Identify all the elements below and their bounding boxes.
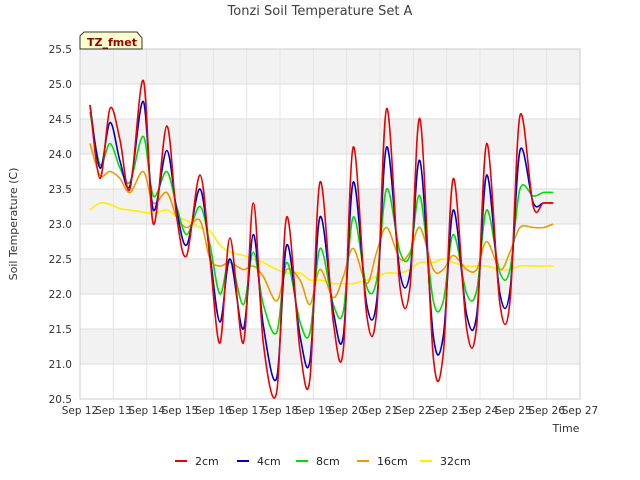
chart-title: Tonzi Soil Temperature Set A — [227, 4, 413, 19]
y-tick-labels: 20.5 21.0 21.5 22.0 22.5 23.0 23.5 24.0 24.5 25.0… — [49, 44, 72, 406]
background-band — [80, 154, 580, 189]
legend-label-16cm: 16cm — [377, 455, 408, 468]
x-tick-label: Sep 15 — [162, 405, 199, 417]
x-tick-label: Sep 17 — [228, 405, 265, 417]
x-tick-label: Sep 14 — [128, 405, 165, 417]
series-lines — [89, 79, 554, 399]
x-tick-label: Sep 13 — [95, 405, 132, 417]
x-tick-label: Sep 27 — [562, 405, 599, 417]
series-line-16cm — [89, 143, 554, 306]
x-tick-label: Sep 19 — [295, 405, 332, 417]
y-tick-label: 23.0 — [49, 219, 72, 231]
x-tick-label: Sep 24 — [462, 405, 499, 417]
annotation-background — [79, 31, 143, 50]
plot-frame — [79, 48, 581, 400]
y-tick-label: 24.5 — [49, 114, 72, 126]
background-band — [80, 224, 580, 259]
x-tick-label: Sep 16 — [195, 405, 232, 417]
series-line-2cm — [89, 79, 554, 399]
background-band — [80, 119, 580, 154]
legend-label-4cm: 4cm — [257, 455, 281, 468]
annotation-label: TZ_fmet — [87, 36, 137, 49]
y-tick-label: 21.5 — [49, 324, 72, 336]
legend-label-2cm: 2cm — [195, 455, 219, 468]
x-tick-label: Sep 25 — [495, 405, 532, 417]
y-tick-label: 25.5 — [49, 44, 72, 56]
background-band — [80, 329, 580, 364]
annotation-box: TZ_fmet — [79, 31, 143, 50]
y-tick-label: 22.5 — [49, 254, 72, 266]
x-tick-label: Sep 26 — [528, 405, 565, 417]
legend-label-8cm: 8cm — [316, 455, 340, 468]
series-line-8cm — [89, 111, 554, 339]
y-tick-label: 23.5 — [49, 184, 72, 196]
legend-label-32cm: 32cm — [440, 455, 471, 468]
x-tick-label: Sep 12 — [62, 405, 99, 417]
background-band — [80, 49, 580, 84]
background-band — [80, 364, 580, 399]
x-axis-label: Time — [552, 422, 580, 435]
series-line-32cm — [89, 201, 554, 285]
y-axis-label: Soil Temperature (C) — [7, 168, 20, 281]
y-tick-label: 25.0 — [49, 79, 72, 91]
x-tick-label: Sep 18 — [262, 405, 299, 417]
x-tick-label: Sep 20 — [328, 405, 365, 417]
y-tick-label: 24.0 — [49, 149, 72, 161]
y-tick-label: 22.0 — [49, 289, 72, 301]
y-tick-label: 20.5 — [49, 394, 72, 406]
background-band — [80, 294, 580, 329]
x-tick-label: Sep 21 — [362, 405, 399, 417]
y-tick-label: 21.0 — [49, 359, 72, 371]
x-tick-label: Sep 22 — [395, 405, 432, 417]
legend: 2cm 4cm 8cm 16cm 32cm — [175, 455, 471, 468]
background-band — [80, 84, 580, 119]
x-tick-label: Sep 23 — [428, 405, 465, 417]
